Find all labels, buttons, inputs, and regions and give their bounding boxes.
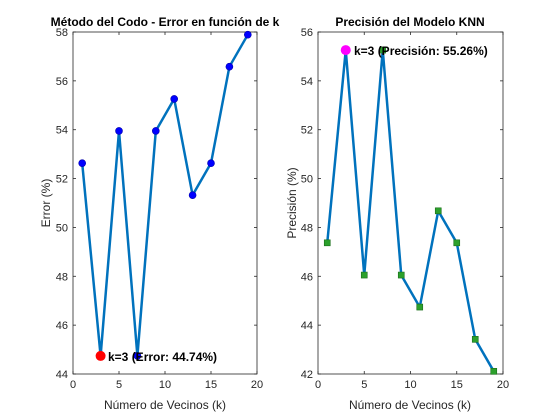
error-chart-xtick-label: 10 (159, 379, 171, 391)
error-chart-data-point (152, 127, 160, 135)
precision-chart-data-point (471, 336, 479, 343)
precision-chart-ytick-label: 48 (301, 222, 313, 234)
error-chart-title: Método del Codo - Error en función de k (51, 15, 280, 29)
precision-chart-ytick-label: 56 (301, 27, 313, 39)
error-chart-ytick-label: 48 (56, 271, 68, 283)
error-chart-ylabel: Error (%) (39, 179, 53, 228)
error-chart-ytick-label: 54 (56, 125, 68, 137)
error-chart-xtick-label: 20 (251, 379, 263, 391)
error-chart: Método del Codo - Error en función de k … (39, 15, 280, 412)
error-chart-data-point (115, 127, 123, 135)
precision-chart-data-point (434, 207, 442, 215)
precision-chart-data-point (416, 303, 424, 311)
precision-chart-xtick-label: 5 (361, 379, 367, 391)
error-chart-annotation: k=3 (Error: 44.74%) (108, 350, 217, 364)
error-chart-xtick-label: 0 (70, 379, 76, 391)
error-chart-data-point (170, 95, 178, 103)
error-chart-data-point (207, 159, 215, 167)
precision-chart-title: Precisión del Modelo KNN (335, 15, 484, 29)
precision-chart-ytick-label: 54 (301, 76, 313, 88)
precision-chart-data-point (360, 271, 368, 279)
precision-chart-data-point (490, 368, 498, 375)
precision-chart-ticks: 0 5 10 15 20 42 44 46 48 50 52 54 56 (301, 27, 509, 391)
precision-chart-data-point (397, 271, 405, 279)
error-chart-ytick-label: 50 (56, 222, 68, 234)
precision-chart-annotation: k=3 (Precisión: 55.26%) (354, 44, 488, 58)
precision-chart-axes-box (317, 31, 504, 375)
precision-chart-ytick-label: 50 (301, 174, 313, 186)
error-chart-ytick-label: 46 (56, 320, 68, 332)
precision-chart-xtick-label: 0 (315, 379, 321, 391)
precision-chart-ylabel: Precisión (%) (285, 167, 299, 238)
error-chart-highlight-point (95, 350, 106, 361)
error-chart-series-line (80, 34, 249, 358)
error-chart-data-point (244, 30, 252, 39)
precision-chart-data-point (323, 239, 331, 247)
precision-chart-highlight-point (340, 45, 351, 56)
precision-chart-plot (323, 45, 498, 375)
error-chart-ytick-label: 58 (56, 27, 68, 39)
error-chart-data-point (188, 191, 197, 199)
error-chart-axes-box (72, 31, 258, 375)
error-chart-ytick-label: 44 (56, 369, 68, 381)
precision-chart-xlabel: Número de Vecinos (k) (349, 398, 471, 412)
precision-chart-xtick-label: 15 (451, 379, 463, 391)
error-chart-xtick-label: 15 (205, 379, 217, 391)
precision-chart: Precisión del Modelo KNN Número de Vecin… (285, 15, 509, 412)
error-chart-xtick-label: 5 (116, 379, 122, 391)
precision-chart-xtick-label: 10 (404, 379, 416, 391)
precision-chart-ytick-label: 52 (301, 125, 313, 137)
precision-chart-ytick-label: 42 (301, 369, 313, 381)
error-chart-xlabel: Número de Vecinos (k) (104, 398, 226, 412)
error-chart-ytick-label: 56 (56, 76, 68, 88)
error-chart-data-point (133, 352, 142, 360)
error-chart-ytick-label: 52 (56, 174, 68, 186)
error-chart-data-point (225, 62, 234, 71)
error-chart-plot (78, 30, 252, 361)
precision-chart-data-point (379, 46, 387, 54)
precision-chart-series-line (326, 48, 495, 372)
precision-chart-data-point (453, 239, 461, 247)
precision-chart-ytick-label: 46 (301, 271, 313, 283)
precision-chart-xtick-label: 20 (497, 379, 509, 391)
error-chart-data-point (78, 159, 86, 167)
precision-chart-ytick-label: 44 (301, 320, 313, 332)
error-chart-ticks: 0 5 10 15 20 44 46 48 50 52 54 56 58 (56, 27, 263, 391)
